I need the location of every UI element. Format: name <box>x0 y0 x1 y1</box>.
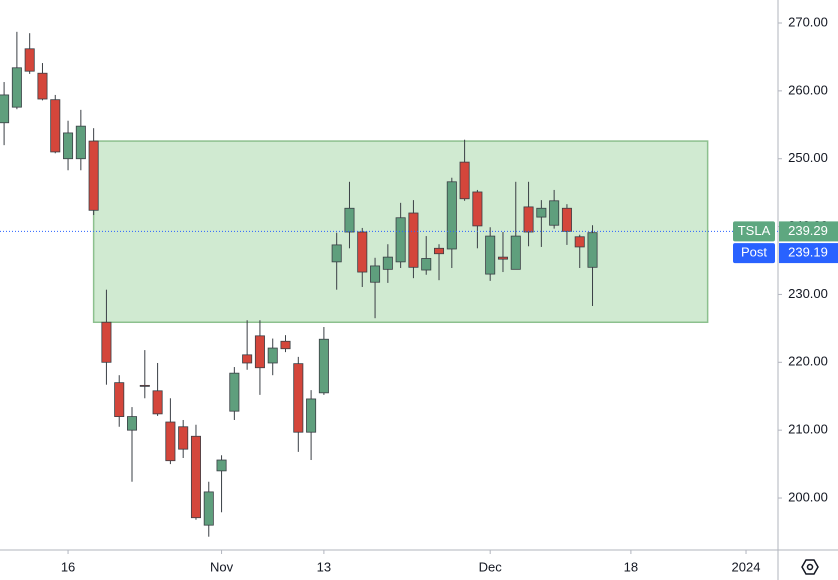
price-tag: Post 239.19 <box>733 243 838 264</box>
candle-body <box>434 247 445 255</box>
y-tick-label: 260.00 <box>788 82 828 97</box>
candle-body <box>24 48 35 72</box>
x-tick-label: Dec <box>479 559 503 574</box>
candle-body <box>306 398 317 433</box>
candle-body <box>280 340 291 350</box>
candle-body <box>75 125 86 160</box>
price-tag-value-box <box>779 221 838 242</box>
price-tag: TSLA 239.29 <box>733 221 838 242</box>
candle-body <box>242 354 253 364</box>
candle-body <box>421 258 432 271</box>
candle-body <box>318 338 329 394</box>
candle-body <box>203 491 214 526</box>
candle-body <box>446 181 457 250</box>
candle-body <box>485 235 496 275</box>
candle-body <box>165 421 176 462</box>
price-tag-name: TSLA <box>738 223 771 238</box>
candle-body <box>497 256 508 260</box>
candle-body <box>127 416 138 431</box>
y-tick-label: 230.00 <box>788 286 828 301</box>
candle-body <box>101 321 112 363</box>
candle-body <box>370 265 381 283</box>
price-tag-name: Post <box>741 245 767 260</box>
candle-body <box>11 67 22 108</box>
candle-body <box>63 132 74 160</box>
y-tick-label: 200.00 <box>788 489 828 504</box>
candle-body <box>549 200 560 226</box>
candle-body <box>50 99 61 153</box>
price-tag-value: 239.29 <box>788 223 828 238</box>
candle-body <box>536 207 547 218</box>
candle-body <box>357 231 368 273</box>
price-tag-name-box <box>733 221 775 242</box>
candle-body <box>254 335 265 369</box>
candle-body <box>344 207 355 233</box>
candle-body <box>408 212 419 268</box>
candle-body <box>395 217 406 263</box>
y-tick-label: 220.00 <box>788 354 828 369</box>
candle-body <box>459 161 470 200</box>
candle-body <box>0 94 10 124</box>
candle-body <box>88 140 99 211</box>
candle-body <box>216 459 227 472</box>
price-tag-value: 239.19 <box>788 245 828 260</box>
candle-body <box>190 435 201 519</box>
candle-body <box>229 372 240 412</box>
candle-body <box>293 363 304 433</box>
candle-body <box>574 236 585 248</box>
y-tick-label: 250.00 <box>788 150 828 165</box>
candle-body <box>523 206 534 233</box>
candle-body <box>139 384 150 387</box>
candle-body <box>382 256 393 270</box>
candle-body <box>152 390 163 415</box>
candle-body <box>114 382 125 417</box>
x-tick-label: Nov <box>210 559 234 574</box>
candle-body <box>472 191 483 227</box>
settings-icon[interactable] <box>801 559 819 575</box>
candle-body <box>510 235 521 270</box>
candle-body <box>178 426 189 450</box>
y-tick-label: 270.00 <box>788 14 828 29</box>
candle-body <box>587 232 598 268</box>
price-tag-name-box <box>733 243 775 264</box>
x-tick-label: 16 <box>61 559 75 574</box>
price-tag-value-box <box>779 243 838 264</box>
candle-body <box>331 244 342 263</box>
candle-body <box>561 207 572 232</box>
candle-body <box>37 72 48 100</box>
x-tick-label: 2024 <box>732 559 761 574</box>
x-tick-label: 13 <box>317 559 331 574</box>
candle-body <box>267 347 278 364</box>
y-tick-label: 210.00 <box>788 422 828 437</box>
x-tick-label: 18 <box>624 559 638 574</box>
